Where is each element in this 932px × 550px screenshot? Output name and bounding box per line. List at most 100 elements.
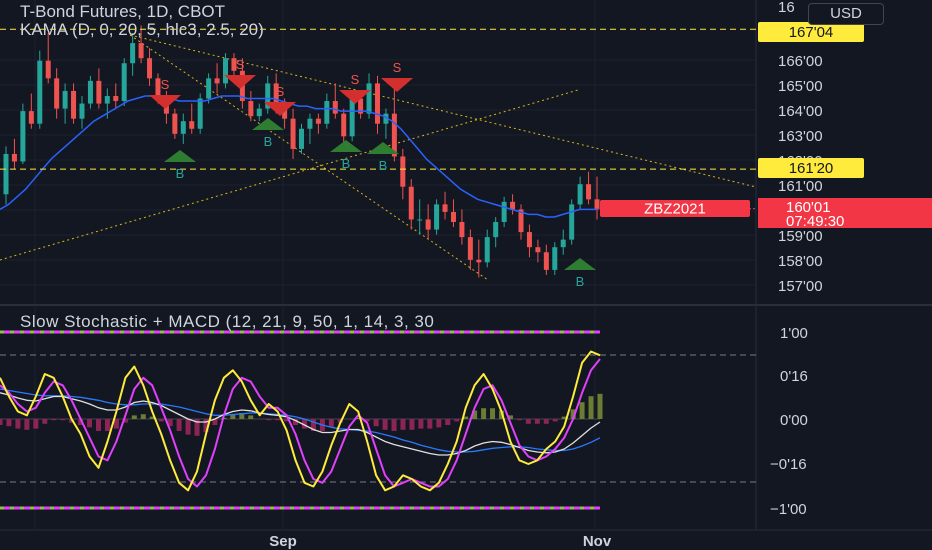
macd-histogram-bar: [239, 413, 245, 419]
macd-histogram-bar: [507, 415, 513, 419]
sell-arrow: [264, 102, 296, 116]
macd-histogram-bar: [490, 408, 496, 419]
osc-tick-label: 0'16: [780, 368, 808, 385]
macd-histogram-bar: [176, 419, 182, 431]
sell-arrow: [149, 95, 181, 109]
buy-label: B: [576, 274, 585, 289]
macd-histogram-bar: [454, 419, 460, 422]
candle-body: [54, 78, 60, 109]
macd-histogram-bar: [355, 417, 361, 419]
candle-body: [206, 78, 212, 99]
macd-histogram-bar: [516, 419, 522, 421]
upper-level-label-bg: [758, 22, 864, 42]
sell-label: S: [236, 57, 245, 72]
macd-histogram-bar: [418, 419, 424, 429]
macd-histogram-bar: [266, 419, 272, 421]
candle-body: [11, 153, 17, 162]
price-tick-label: 158'00: [778, 253, 823, 270]
price-tick-label: 164'00: [778, 103, 823, 120]
candle-body: [20, 111, 26, 162]
price-tick-label: 161'00: [778, 178, 823, 195]
candle-body: [341, 113, 347, 137]
candle-body: [358, 98, 364, 114]
candle-body: [349, 98, 355, 137]
sell-arrow: [381, 78, 413, 92]
candle-body: [493, 222, 499, 238]
candle-body: [391, 113, 397, 157]
macd-histogram-bar: [427, 419, 433, 429]
macd-histogram-bar: [373, 419, 379, 427]
time-axis-label: Nov: [583, 533, 612, 550]
macd-histogram-bar: [104, 419, 110, 431]
lower-level-label: 161'20: [789, 160, 834, 177]
trend-line: [0, 89, 579, 261]
macd-histogram-bar: [597, 393, 603, 419]
macd-histogram-bar: [481, 408, 487, 419]
candle-body: [121, 63, 127, 102]
oscillator-legend[interactable]: Slow Stochastic + MACD (12, 21, 9, 50, 1…: [20, 312, 435, 331]
macd-histogram-bar: [391, 419, 397, 431]
macd-histogram-bar: [230, 414, 236, 419]
price-tick-label: 165'00: [778, 78, 823, 95]
candle-body: [543, 252, 549, 270]
macd-histogram-bar: [113, 419, 119, 429]
candle-body: [366, 83, 372, 114]
macd-line: [0, 392, 601, 456]
candle-body: [231, 58, 237, 71]
price-tick-label: 16: [778, 0, 795, 16]
macd-histogram-bar: [248, 415, 254, 419]
buy-label: B: [176, 166, 185, 181]
candle-body: [265, 83, 271, 109]
candle-body: [535, 247, 541, 253]
macd-histogram-bar: [561, 416, 567, 419]
sell-label: S: [393, 60, 402, 75]
buy-arrow: [164, 150, 196, 162]
osc-tick-label: 1'00: [780, 325, 808, 342]
lower-level-label-bg: [758, 158, 864, 178]
candle-body: [569, 204, 575, 240]
candle-body: [417, 219, 423, 221]
candle-body: [299, 128, 304, 149]
candle-body: [147, 58, 153, 79]
macd-histogram-bar: [158, 419, 164, 422]
chart-title[interactable]: T-Bond Futures, 1D, CBOT: [20, 2, 226, 21]
osc-tick-label: −0'16: [770, 456, 807, 473]
macd-histogram-bar: [400, 419, 406, 430]
currency-button[interactable]: USD: [808, 3, 884, 25]
candle-body: [223, 58, 229, 84]
macd-histogram-bar: [194, 419, 200, 436]
candle-body: [273, 83, 279, 104]
sell-arrow: [224, 75, 256, 89]
macd-histogram-bar: [0, 419, 3, 425]
macd-histogram-bar: [436, 419, 442, 428]
macd-histogram-bar: [463, 416, 469, 419]
buy-label: B: [379, 158, 388, 173]
candle-body: [577, 184, 583, 205]
macd-histogram-bar: [131, 415, 137, 419]
indicator-legend[interactable]: KAMA (D, 0, 20, 5, hlc3, 2.5, 20): [20, 20, 264, 39]
candlestick-series: [3, 25, 600, 278]
buy-sell-signals: S S S S S B B B B B: [149, 57, 596, 289]
macd-histogram-bar: [293, 419, 299, 425]
candle-body: [113, 96, 119, 102]
trend-line: [129, 34, 757, 188]
candle-body: [586, 184, 592, 200]
candle-body: [315, 118, 321, 124]
macd-histogram-bar: [149, 416, 155, 419]
candle-body: [3, 153, 9, 195]
candle-body: [256, 108, 262, 117]
candle-body: [324, 101, 330, 124]
candle-body: [510, 201, 516, 210]
candle-body: [434, 204, 440, 230]
macd-histogram-bar: [534, 419, 540, 424]
macd-histogram-bar: [588, 396, 594, 419]
oscillator-pane: [0, 330, 756, 510]
candle-body: [290, 118, 296, 149]
sell-label: S: [276, 84, 285, 99]
macd-histogram-bar: [284, 419, 290, 422]
candle-body: [104, 96, 110, 104]
candle-body: [138, 43, 144, 59]
osc-tick-label: 0'00: [780, 412, 808, 429]
candle-body: [442, 204, 448, 212]
